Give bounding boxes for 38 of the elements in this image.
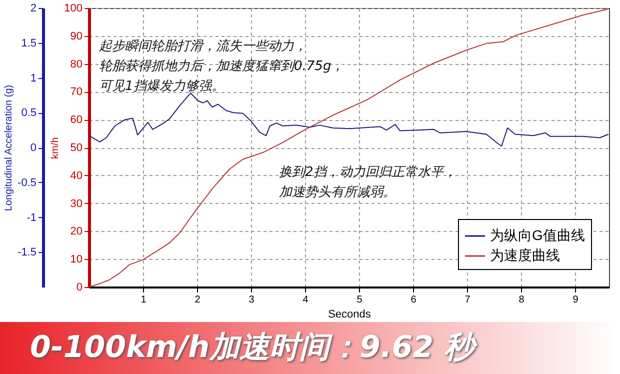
y-tick-label: -1.5 bbox=[18, 246, 36, 259]
x-tick-label: 5 bbox=[356, 294, 363, 306]
y-tick-label: 2 bbox=[30, 2, 36, 14]
text: 0-100km/h加速时间：9.62 秒 bbox=[0, 322, 620, 374]
y2-tick-label: 100 bbox=[64, 2, 82, 14]
y2-tick-label: 60 bbox=[70, 114, 82, 126]
y-tick-label: 1 bbox=[30, 72, 36, 84]
x-tick-label: 2 bbox=[194, 294, 201, 306]
y-tick-label: 0 bbox=[30, 142, 36, 154]
legend-label: 为速度曲线 bbox=[490, 247, 560, 263]
line-series bbox=[89, 8, 609, 287]
y-tick-label: 0.5 bbox=[21, 107, 36, 120]
y2-tick-label: 50 bbox=[70, 142, 82, 154]
x-tick-label: 4 bbox=[302, 294, 309, 306]
line-series bbox=[89, 92, 609, 147]
y2-tick-label: 40 bbox=[70, 170, 82, 182]
y2-tick-label: 80 bbox=[70, 58, 82, 70]
y2-tick-label: 0 bbox=[76, 282, 82, 294]
x-tick-label: 7 bbox=[464, 294, 471, 306]
y-tick-label: 1.5 bbox=[21, 37, 36, 50]
y-tick-label: -1 bbox=[26, 212, 36, 224]
y2-axis-title: km/h bbox=[50, 137, 62, 159]
x-tick-label: 3 bbox=[248, 294, 255, 306]
y2-tick-label: 90 bbox=[70, 30, 82, 42]
y2-tick-label: 70 bbox=[70, 86, 82, 98]
y2-tick-label: 20 bbox=[70, 226, 82, 238]
x-tick-label: 8 bbox=[518, 294, 525, 306]
x-tick-label: 9 bbox=[572, 294, 579, 306]
y-axis-title: Longitudinal Acceleration (g) bbox=[4, 84, 15, 212]
x-tick-label: 6 bbox=[410, 294, 417, 306]
legend-label: 为纵向G值曲线 bbox=[490, 227, 585, 243]
y-tick-label: -0.5 bbox=[18, 176, 36, 189]
annotation: 起步瞬间轮胎打滑，流失一些动力，轮胎获得抓地力后，加速度猛窜到0.75g，可见1挡爆发力够强。 bbox=[99, 38, 344, 94]
annotation: 换到2挡，动力回归正常水平，加速势头有所减弱。 bbox=[279, 165, 456, 200]
y2-tick-label: 10 bbox=[70, 254, 82, 266]
x-axis-title: Seconds bbox=[328, 308, 372, 320]
y2-tick-label: 30 bbox=[70, 198, 82, 210]
x-tick-label: 1 bbox=[140, 294, 147, 306]
